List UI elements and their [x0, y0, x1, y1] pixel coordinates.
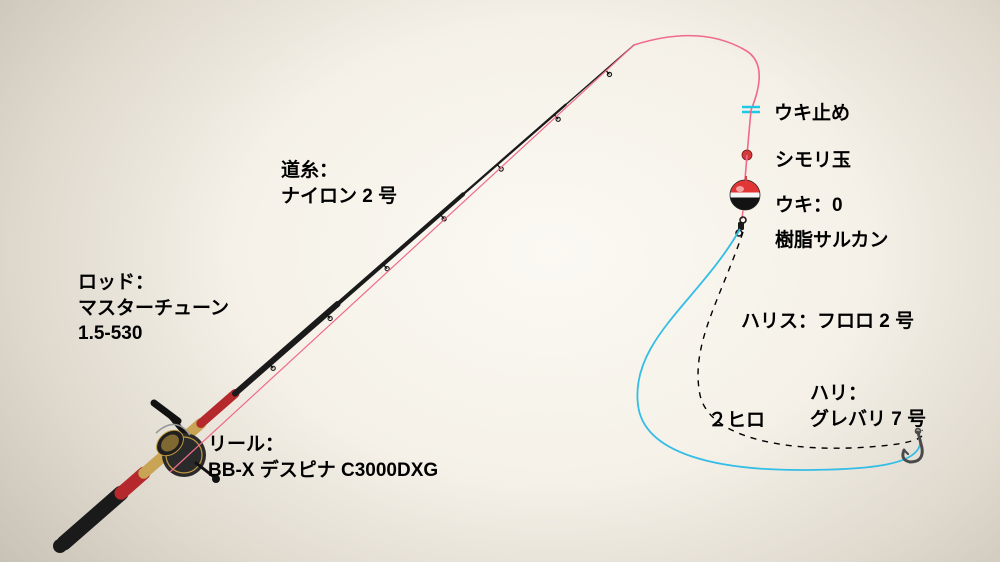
label-rod-line3: 1.5-530 [78, 323, 142, 344]
label-rod-line2: マスターチューン [78, 298, 229, 319]
label-hook-line1: ハリ： [810, 383, 867, 404]
label-rod-line1: ロッド： [78, 272, 154, 293]
label-hook-line2: グレバリ 7 号 [810, 409, 926, 430]
label-mainline: 道糸： ナイロン 2 号 [281, 158, 397, 209]
label-reel-line1: リール： [208, 434, 284, 455]
label-mainline-line2: ナイロン 2 号 [281, 186, 397, 207]
label-mainline-line1: 道糸： [281, 160, 338, 181]
label-hook: ハリ： グレバリ 7 号 [810, 381, 926, 432]
label-leader: ハリス：フロロ 2 号 [741, 309, 914, 335]
label-swivel: 樹脂サルカン [775, 228, 888, 254]
leader-line [637, 229, 920, 470]
label-float: ウキ：0 [775, 193, 843, 219]
rod-running-line [170, 45, 634, 472]
label-length: ２ヒロ [708, 408, 765, 434]
label-reel: リール： BB-X デスピナ C3000DXG [208, 432, 438, 483]
label-stopper: ウキ止め [774, 101, 850, 127]
label-bead: シモリ玉 [775, 148, 851, 174]
main-line-to-bead [747, 110, 751, 155]
label-rod: ロッド： マスターチューン 1.5-530 [78, 270, 229, 347]
float-bobber [730, 176, 760, 219]
label-reel-line2: BB-X デスピナ C3000DXG [208, 460, 438, 481]
main-line [634, 36, 759, 110]
